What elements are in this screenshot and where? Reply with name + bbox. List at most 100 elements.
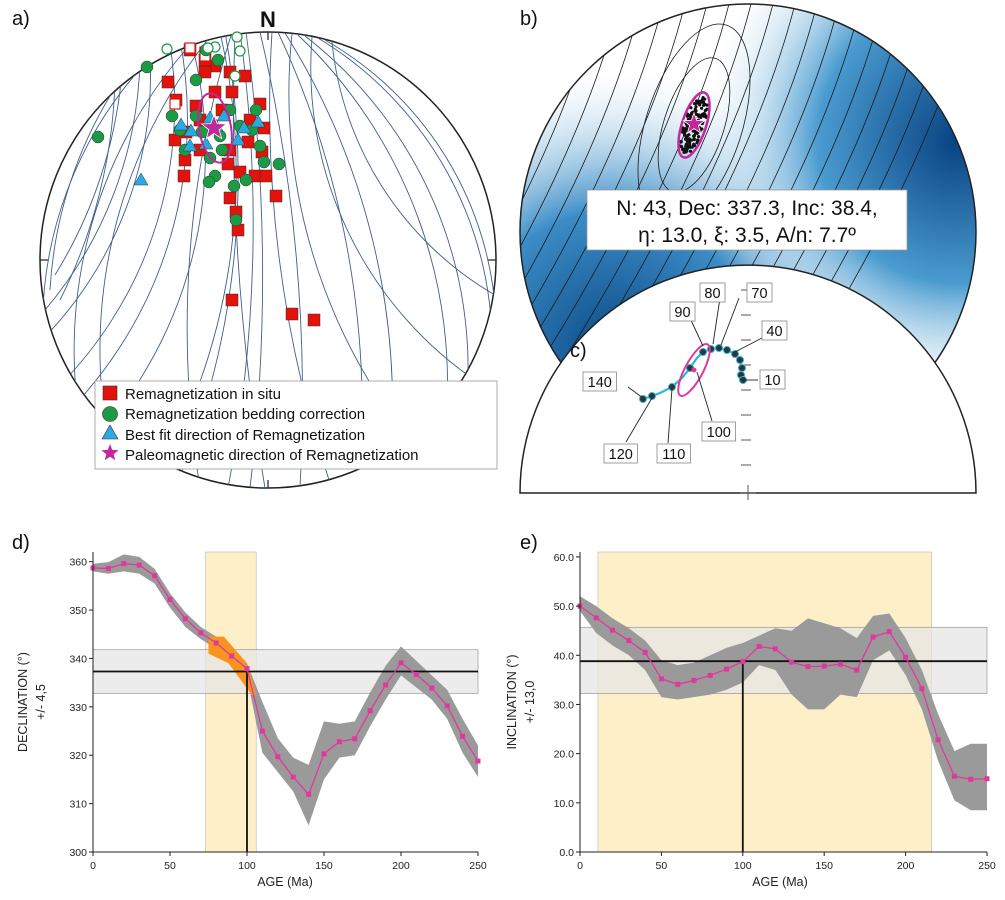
legend-bedding: Remagnetization bedding correction (125, 406, 365, 423)
curve-point (886, 629, 892, 635)
curve-point (136, 562, 142, 568)
chart-e-ylabel-uncertainty: +/- 13,0 (523, 681, 537, 724)
bootstrap-dot (682, 150, 686, 154)
in-situ-square (259, 169, 273, 183)
panel-b-label: b) (520, 8, 538, 30)
curve-point (367, 708, 373, 714)
bootstrap-dot (681, 147, 685, 152)
curve-point (182, 616, 188, 622)
panel-a-stereonet: a) N Remagnetization in situ Remagnetiza… (12, 7, 498, 489)
panel-c-apwp: c) 10 40 70 80 90 100 110 120 140 (519, 264, 977, 500)
in-situ-square (225, 85, 239, 99)
bootstrap-dot (688, 149, 693, 153)
bedding-circle (202, 175, 216, 189)
density-contour (520, 4, 621, 460)
in-situ-square (241, 135, 255, 149)
in-situ-square (225, 293, 239, 307)
bedding-circle (189, 73, 203, 87)
in-situ-square (238, 69, 252, 83)
curve-point (935, 737, 941, 743)
bedding-circle (249, 103, 263, 117)
panel-c-label: c) (570, 340, 587, 362)
chart-e-xlabel: AGE (Ma) (752, 875, 808, 889)
apwp-ellipse (677, 343, 711, 397)
curve-point (658, 676, 664, 682)
x-tick-label: 100 (238, 860, 256, 872)
in-situ-square (269, 189, 283, 203)
bootstrap-dot (700, 114, 704, 118)
x-tick-label: 100 (734, 860, 752, 872)
y-tick-label: 30.0 (554, 699, 575, 711)
y-tick-label: 340 (69, 653, 87, 665)
best-fit-triangle (133, 172, 149, 186)
apwp-dot (731, 350, 739, 358)
bedding-circle (165, 109, 179, 123)
y-tick-label: 330 (69, 702, 87, 714)
bootstrap-dot (681, 128, 685, 133)
bedding-circle (215, 143, 229, 157)
panel-a-legend: Remagnetization in situ Remagnetization … (94, 380, 498, 470)
bedding-hollow-circle (231, 31, 243, 43)
bootstrap-dot (686, 144, 690, 148)
bedding-circle (253, 139, 267, 153)
bootstrap-dot (701, 96, 705, 100)
density-ellipse (677, 91, 711, 159)
curve-point (740, 659, 746, 665)
curve-point (951, 773, 957, 779)
curve-point (290, 774, 296, 780)
curve-point (870, 634, 876, 640)
age-label-box (761, 320, 788, 341)
curve-point (691, 677, 697, 683)
curve-point (167, 596, 173, 602)
bootstrap-dot (679, 144, 683, 148)
panel-d-label: d) (12, 532, 30, 554)
intersection-area (208, 636, 257, 695)
great-circle (304, 35, 469, 411)
age-label-box (656, 443, 691, 464)
age-label-140: 140 (588, 375, 612, 391)
legend-in-situ: Remagnetization in situ (125, 386, 281, 403)
stats-line-1: N: 43, Dec: 337.3, Inc: 38.4, (616, 197, 878, 220)
curve-point (460, 733, 466, 739)
curve-point (121, 561, 127, 567)
bedding-circle (227, 179, 241, 193)
curve-point (707, 672, 713, 678)
x-tick-label: 200 (392, 860, 410, 872)
curve-point (642, 649, 648, 655)
great-circle (317, 37, 493, 351)
x-tick-label: 50 (164, 860, 176, 872)
age-label-box (701, 421, 736, 442)
age-label-box (582, 371, 617, 392)
bootstrap-dot (693, 102, 697, 106)
confidence-envelope (580, 596, 987, 811)
bedding-hollow-circle (229, 70, 241, 82)
y-tick-label: 60.0 (554, 552, 575, 564)
in-situ-square-icon (102, 385, 118, 401)
x-tick-label: 50 (656, 860, 668, 872)
great-circle (41, 53, 151, 341)
bootstrap-dot (695, 99, 699, 103)
great-circle (59, 39, 188, 421)
age-label-box (759, 369, 786, 390)
apwp-dot (738, 364, 746, 372)
bootstrap-dot (702, 103, 706, 107)
bootstrap-dot (698, 100, 702, 104)
apwp-dot (648, 392, 656, 400)
curve-point (805, 664, 811, 670)
chart-e: e) 0 50 100 150 200 250 0.0 10.0 20.0 30.0 40.0 50.… (505, 532, 996, 889)
apwp-curve (92, 562, 479, 796)
apwp-dot (723, 346, 731, 354)
curve-point (259, 728, 265, 734)
chart-e-ylabel: INCLINATION (°) (505, 654, 519, 749)
bedding-circle (211, 53, 225, 67)
bootstrap-dot (686, 139, 690, 143)
apwp-age-labels: 10 40 70 80 90 100 110 120 140 (582, 282, 788, 464)
bedding-circle-icon (102, 406, 118, 422)
bootstrap-dot (687, 133, 691, 137)
age-label-box (669, 301, 696, 322)
curve-point (789, 659, 795, 665)
bootstrap-dot (692, 137, 696, 141)
curve-point (626, 638, 632, 644)
bootstrap-dot (698, 103, 702, 107)
